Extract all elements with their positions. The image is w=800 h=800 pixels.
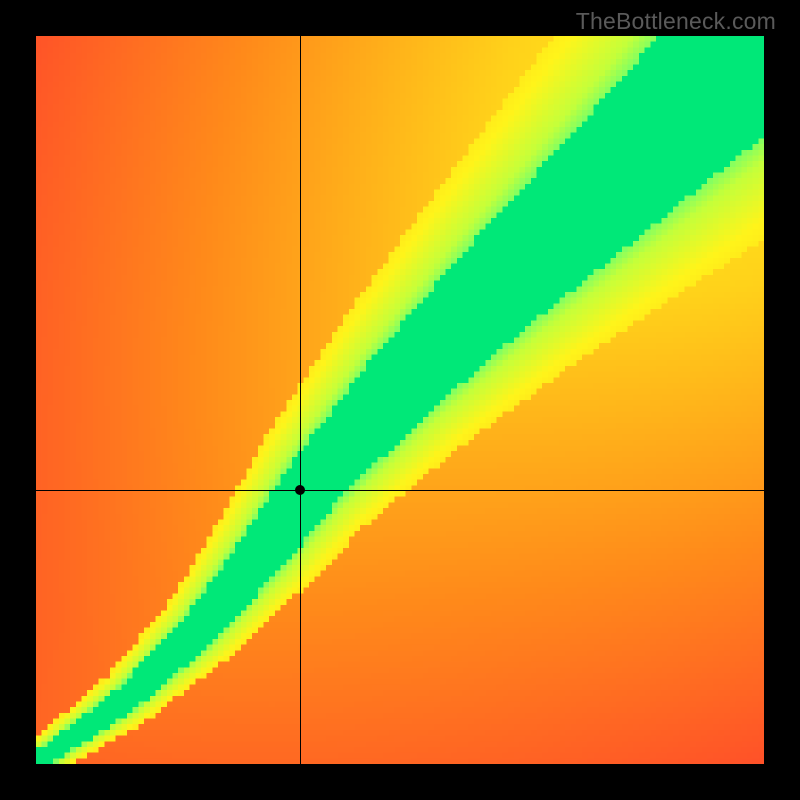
crosshair-horizontal [36, 490, 764, 491]
plot-area [36, 36, 764, 764]
crosshair-vertical [300, 36, 301, 764]
bottleneck-heatmap [36, 36, 764, 764]
crosshair-marker[interactable] [295, 485, 305, 495]
watermark: TheBottleneck.com [576, 8, 776, 35]
